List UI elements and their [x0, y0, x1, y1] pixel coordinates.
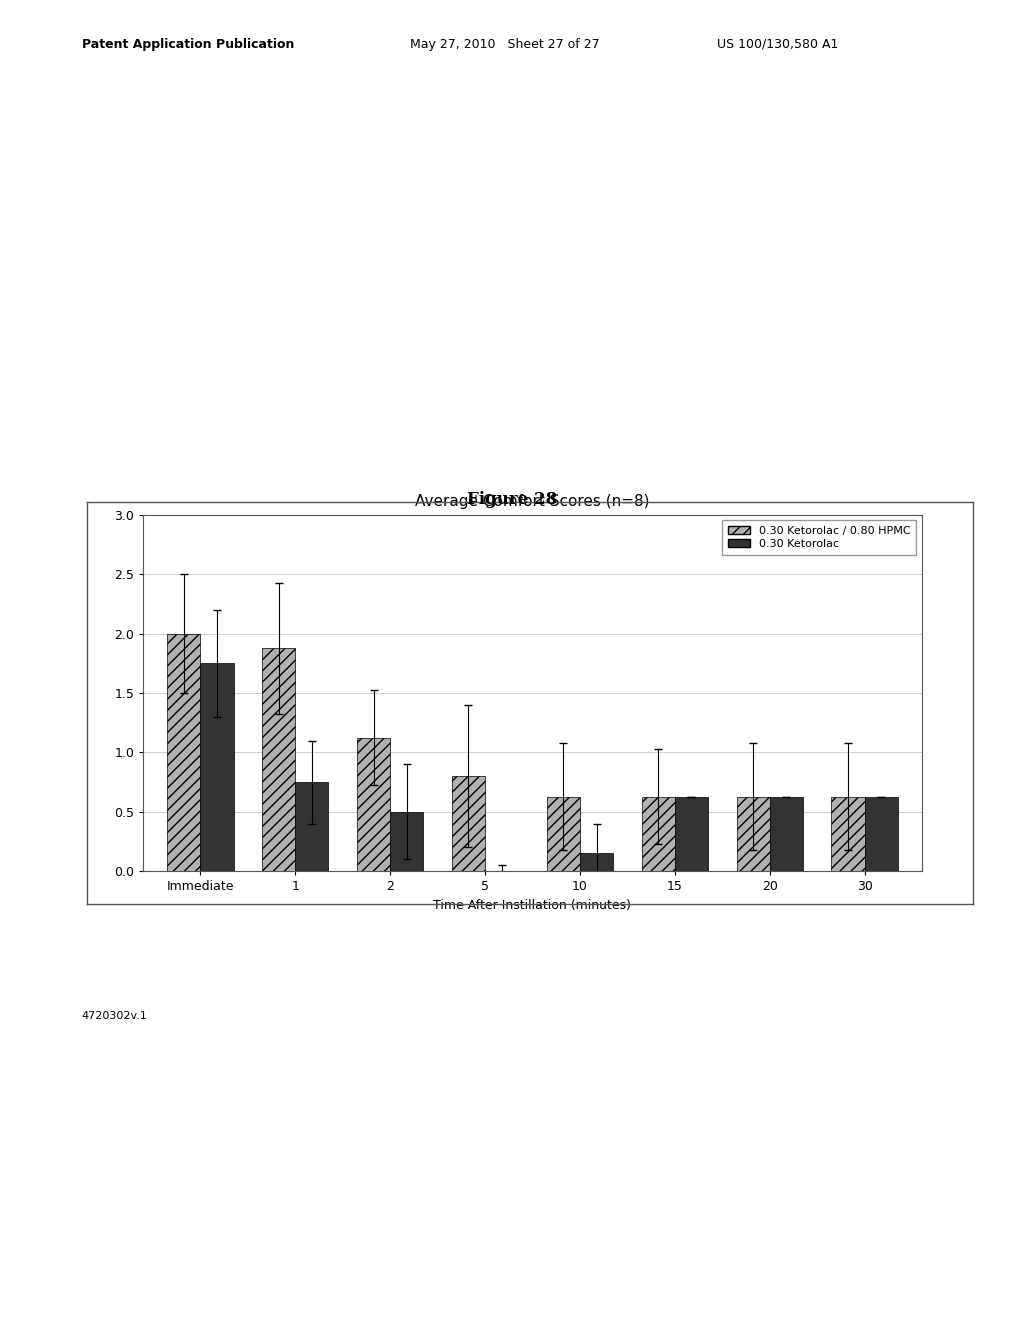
Text: US 100/130,580 A1: US 100/130,580 A1 — [717, 37, 839, 50]
Text: 4720302v.1: 4720302v.1 — [82, 1011, 147, 1022]
Text: May 27, 2010   Sheet 27 of 27: May 27, 2010 Sheet 27 of 27 — [410, 37, 599, 50]
X-axis label: Time After Instillation (minutes): Time After Instillation (minutes) — [433, 899, 632, 912]
Bar — [736, 797, 770, 871]
Bar — [262, 648, 295, 871]
Bar — [452, 776, 485, 871]
Bar — [547, 797, 580, 871]
Bar — [295, 781, 329, 871]
Title: Average Comfort Scores (n=8): Average Comfort Scores (n=8) — [415, 495, 650, 510]
Bar — [201, 663, 233, 871]
Bar — [167, 634, 201, 871]
Bar — [390, 812, 423, 871]
Legend: 0.30 Ketorolac / 0.80 HPMC, 0.30 Ketorolac: 0.30 Ketorolac / 0.80 HPMC, 0.30 Ketorol… — [722, 520, 916, 554]
Bar — [357, 738, 390, 871]
Text: Patent Application Publication: Patent Application Publication — [82, 37, 294, 50]
Text: Figure 28: Figure 28 — [467, 491, 557, 508]
Bar — [864, 797, 898, 871]
Bar — [580, 854, 613, 871]
Bar — [770, 797, 803, 871]
Bar — [642, 797, 675, 871]
Bar — [831, 797, 864, 871]
Bar — [675, 797, 708, 871]
